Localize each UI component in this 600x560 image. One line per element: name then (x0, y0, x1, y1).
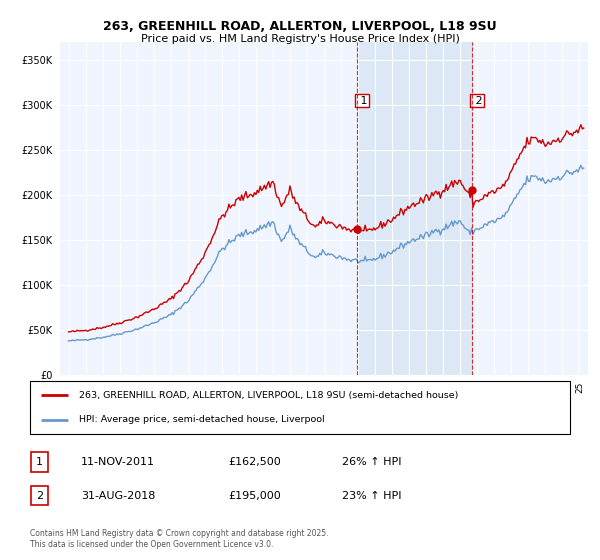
Text: Contains HM Land Registry data © Crown copyright and database right 2025.
This d: Contains HM Land Registry data © Crown c… (30, 529, 329, 549)
Text: 11-NOV-2011: 11-NOV-2011 (81, 457, 155, 467)
Text: 23% ↑ HPI: 23% ↑ HPI (342, 491, 401, 501)
FancyBboxPatch shape (30, 381, 570, 434)
Text: £195,000: £195,000 (228, 491, 281, 501)
FancyBboxPatch shape (31, 486, 48, 505)
Text: 1: 1 (356, 96, 367, 105)
Text: 263, GREENHILL ROAD, ALLERTON, LIVERPOOL, L18 9SU: 263, GREENHILL ROAD, ALLERTON, LIVERPOOL… (103, 20, 497, 32)
Bar (356, 42, 472, 375)
Text: 2: 2 (472, 96, 482, 105)
Text: 1: 1 (36, 457, 43, 467)
Text: 2: 2 (36, 491, 43, 501)
Text: 263, GREENHILL ROAD, ALLERTON, LIVERPOOL, L18 9SU (semi-detached house): 263, GREENHILL ROAD, ALLERTON, LIVERPOOL… (79, 391, 458, 400)
Text: £162,500: £162,500 (228, 457, 281, 467)
Text: 26% ↑ HPI: 26% ↑ HPI (342, 457, 401, 467)
Text: Price paid vs. HM Land Registry's House Price Index (HPI): Price paid vs. HM Land Registry's House … (140, 34, 460, 44)
Text: 31-AUG-2018: 31-AUG-2018 (81, 491, 155, 501)
FancyBboxPatch shape (31, 452, 48, 472)
Text: HPI: Average price, semi-detached house, Liverpool: HPI: Average price, semi-detached house,… (79, 415, 324, 424)
